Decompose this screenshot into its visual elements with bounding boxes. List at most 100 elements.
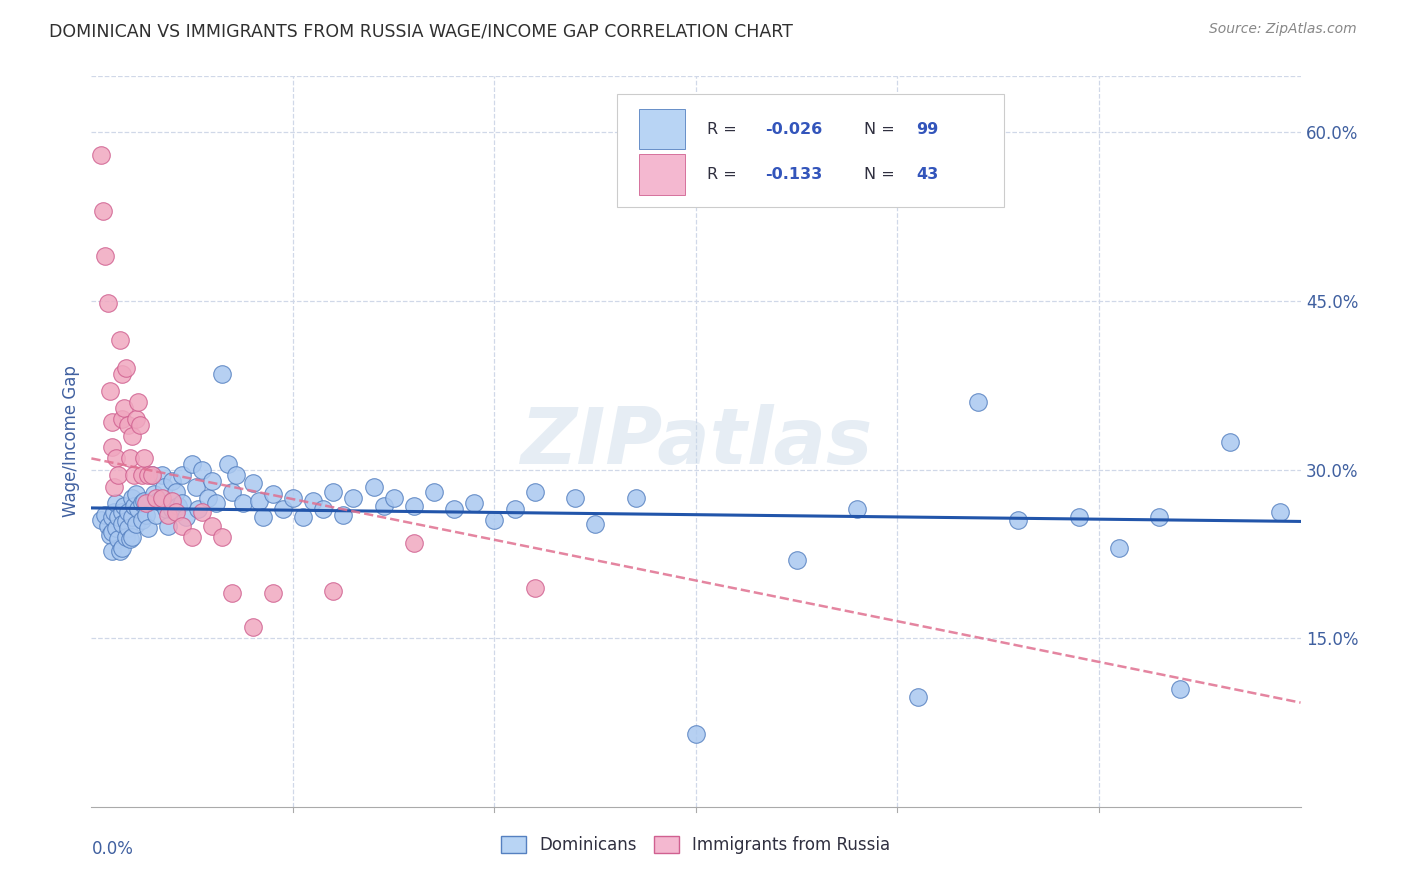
Text: R =: R = [707, 167, 747, 182]
Point [135, 496, 157, 510]
Point [104, 451, 127, 466]
Text: DOMINICAN VS IMMIGRANTS FROM RUSSIA WAGE/INCOME GAP CORRELATION CHART: DOMINICAN VS IMMIGRANTS FROM RUSSIA WAGE… [49, 22, 793, 40]
Point [107, 510, 129, 524]
Point [583, 516, 606, 531]
Point [127, 502, 149, 516]
Point [160, 494, 183, 508]
Text: N =: N = [865, 121, 900, 136]
Point [221, 586, 243, 600]
Point [114, 515, 136, 529]
Point [312, 502, 335, 516]
Point [121, 530, 143, 544]
Point [205, 496, 228, 510]
Point [136, 521, 159, 535]
Point [104, 496, 127, 510]
Point [150, 496, 173, 510]
Point [117, 505, 139, 519]
Point [211, 367, 233, 381]
Point [122, 499, 145, 513]
Point [96, 296, 118, 310]
Point [281, 491, 304, 505]
FancyBboxPatch shape [640, 109, 685, 149]
Point [221, 485, 243, 500]
Point [141, 468, 163, 483]
Point [142, 487, 165, 501]
Point [114, 530, 136, 544]
Point [125, 516, 148, 531]
Point [231, 496, 253, 510]
Point [262, 586, 284, 600]
Point [111, 412, 132, 426]
Point [181, 530, 204, 544]
Point [172, 519, 194, 533]
Legend: Dominicans, Immigrants from Russia: Dominicans, Immigrants from Russia [495, 830, 897, 861]
Point [98, 528, 121, 542]
Text: 99: 99 [917, 121, 938, 136]
Point [100, 416, 122, 430]
Point [197, 491, 219, 505]
Point [174, 510, 197, 524]
Point [247, 494, 270, 508]
Point [160, 474, 183, 488]
Point [685, 727, 707, 741]
Point [382, 491, 405, 505]
Point [131, 468, 153, 483]
Point [121, 491, 143, 505]
Point [322, 584, 344, 599]
Point [252, 510, 274, 524]
Point [1168, 682, 1191, 697]
Point [186, 479, 208, 493]
Point [373, 499, 395, 513]
Point [111, 541, 132, 556]
Point [132, 451, 155, 466]
Point [1007, 513, 1029, 527]
Point [103, 505, 125, 519]
Point [112, 499, 135, 513]
Point [484, 513, 506, 527]
Point [191, 463, 214, 477]
Point [201, 474, 224, 488]
Point [201, 519, 224, 533]
Point [225, 468, 247, 483]
Point [118, 451, 141, 466]
Point [131, 513, 153, 527]
Point [111, 367, 132, 381]
Point [211, 530, 233, 544]
Point [127, 395, 149, 409]
Text: -0.026: -0.026 [765, 121, 823, 136]
FancyBboxPatch shape [617, 95, 1004, 208]
Point [98, 384, 121, 398]
Point [117, 521, 139, 535]
Point [846, 502, 869, 516]
Point [242, 620, 264, 634]
Point [402, 499, 425, 513]
Point [242, 476, 264, 491]
Point [111, 516, 132, 531]
Point [145, 491, 167, 505]
Point [1270, 505, 1292, 519]
Point [155, 502, 177, 516]
Text: N =: N = [865, 167, 900, 182]
Point [141, 468, 163, 483]
Text: Source: ZipAtlas.com: Source: ZipAtlas.com [1209, 22, 1357, 37]
Point [564, 491, 586, 505]
Point [108, 333, 131, 347]
Point [191, 505, 214, 519]
Point [786, 552, 808, 566]
Point [160, 502, 183, 516]
Text: -0.133: -0.133 [765, 167, 823, 182]
Point [332, 508, 354, 522]
Point [93, 203, 115, 218]
Point [624, 491, 647, 505]
Point [402, 536, 425, 550]
Point [443, 502, 465, 516]
Point [363, 479, 385, 493]
Point [302, 494, 325, 508]
Point [503, 502, 526, 516]
Point [107, 533, 129, 547]
Point [156, 508, 179, 522]
Point [100, 440, 122, 454]
Point [181, 457, 204, 471]
Point [125, 412, 148, 426]
Text: 43: 43 [917, 167, 938, 182]
